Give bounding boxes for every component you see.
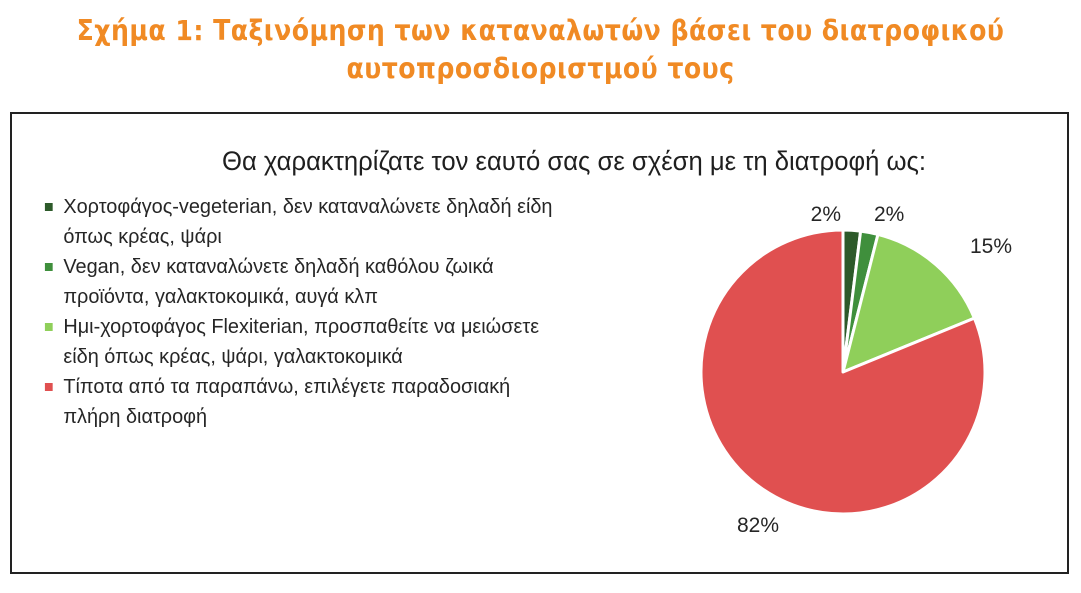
pie-slice-flexitarian <box>841 232 976 374</box>
legend-item-none-of-above: Τίποτα από τα παραπάνω, επιλέγετε παραδο… <box>42 372 556 432</box>
legend-label: Τίποτα από τα παραπάνω, επιλέγετε παραδο… <box>63 375 511 428</box>
legend-item-flexitarian: Ημι-χορτοφάγος Flexiterian, προσπαθείτε … <box>42 312 556 372</box>
figure-title-line-2: αυτοπροσδιοριστμού τους <box>346 52 735 85</box>
chart-legend: Χορτοφάγος-vegeterian, δεν καταναλώνετε … <box>42 192 572 432</box>
chart-frame: Θα χαρακτηρίζατε τον εαυτό σας σε σχέση … <box>10 112 1069 574</box>
legend-swatch <box>44 323 53 331</box>
pie-data-label: 2% <box>874 203 904 226</box>
pie-data-label: 82% <box>737 514 779 537</box>
legend-swatch <box>44 383 53 391</box>
pie-slice-none-of-above <box>699 228 987 516</box>
legend-swatch <box>44 263 53 271</box>
legend-item-vegetarian: Χορτοφάγος-vegeterian, δεν καταναλώνετε … <box>42 192 556 252</box>
legend-swatch <box>44 203 53 211</box>
legend-label: Vegan, δεν καταναλώνετε δηλαδή καθόλου ζ… <box>63 255 494 308</box>
legend-item-vegan: Vegan, δεν καταναλώνετε δηλαδή καθόλου ζ… <box>42 252 556 312</box>
chart-title: Θα χαρακτηρίζατε τον εαυτό σας σε σχέση … <box>222 146 927 176</box>
pie-data-label: 2% <box>811 203 841 226</box>
pie-chart: 2% 2% 15% 82% <box>699 203 1012 537</box>
figure-title: Σχήμα 1: Ταξινόμηση των καταναλωτών βάσε… <box>54 12 1027 88</box>
legend-label: Χορτοφάγος-vegeterian, δεν καταναλώνετε … <box>63 195 553 248</box>
legend-label: Ημι-χορτοφάγος Flexiterian, προσπαθείτε … <box>63 315 540 368</box>
figure-title-line-1: Σχήμα 1: Ταξινόμηση των καταναλωτών βάσε… <box>76 14 1005 47</box>
pie-data-label: 15% <box>970 235 1012 258</box>
